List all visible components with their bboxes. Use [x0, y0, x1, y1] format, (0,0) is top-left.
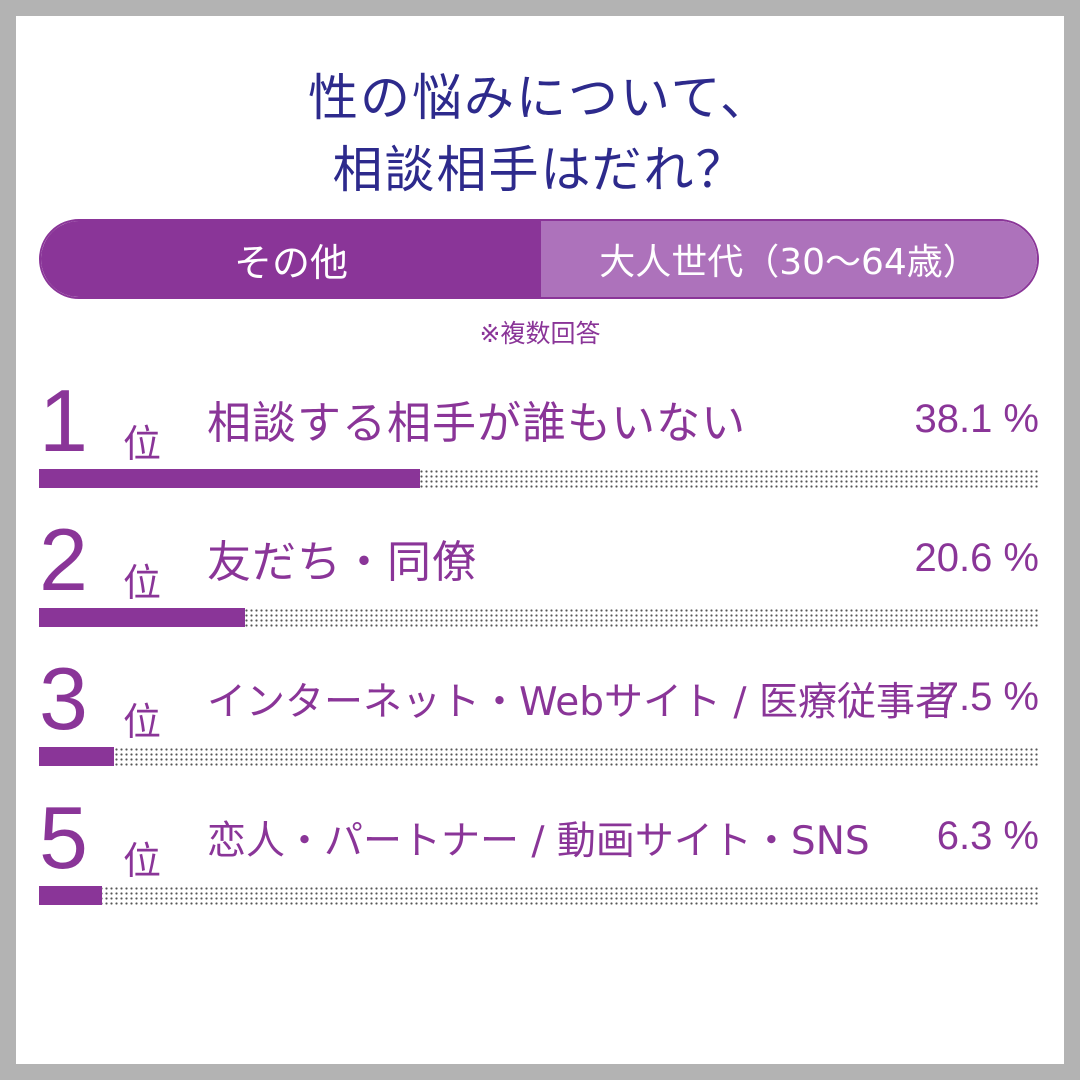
category-label: 恋人・パートナー / 動画サイト・SNS	[207, 819, 870, 864]
rank-suffix: 位	[123, 839, 162, 883]
value-label: 20.6 %	[914, 536, 1039, 580]
category-label: 友だち・同僚	[207, 537, 477, 588]
bar-track	[39, 886, 1039, 905]
rank-number: 1	[39, 371, 88, 470]
segment-tabs: その他 大人世代（30～64歳）	[39, 219, 1039, 299]
multiple-answer-note: ※複数回答	[479, 319, 601, 348]
title-line-1: 性の悩みについて、	[308, 69, 772, 127]
chart-title: 性の悩みについて、 相談相手はだれ？	[16, 62, 1064, 206]
rank-number: 5	[39, 788, 88, 887]
title-line-2: 相談相手はだれ？	[332, 141, 748, 199]
bar	[39, 469, 420, 488]
value-label: 6.3 %	[936, 814, 1039, 858]
ranking-row: 1 位 相談する相手が誰もいない 38.1 %	[39, 371, 1039, 491]
category-label: 相談する相手が誰もいない	[207, 398, 747, 449]
ranking-row: 2 位 友だち・同僚 20.6 %	[39, 510, 1039, 630]
bar	[39, 747, 114, 766]
value-label: 7.5 %	[936, 675, 1039, 719]
rank-suffix: 位	[123, 700, 162, 744]
bar-track	[39, 747, 1039, 766]
rank-suffix: 位	[123, 422, 162, 466]
ranking-row: 3 位 インターネット・Webサイト / 医療従事者 7.5 %	[39, 649, 1039, 769]
rank-number: 2	[39, 510, 88, 609]
rank-suffix: 位	[123, 561, 162, 605]
ranking-row: 5 位 恋人・パートナー / 動画サイト・SNS 6.3 %	[39, 788, 1039, 908]
bar-track	[39, 608, 1039, 627]
bar	[39, 886, 102, 905]
bar	[39, 608, 245, 627]
tab-adult-generation[interactable]: 大人世代（30～64歳）	[541, 221, 1037, 297]
tab-other[interactable]: その他	[41, 221, 541, 297]
category-label: インターネット・Webサイト / 医療従事者	[207, 680, 954, 725]
value-label: 38.1 %	[914, 397, 1039, 441]
infographic-card: 性の悩みについて、 相談相手はだれ？ その他 大人世代（30～64歳） ※複数回…	[16, 16, 1064, 1064]
rank-number: 3	[39, 649, 88, 748]
